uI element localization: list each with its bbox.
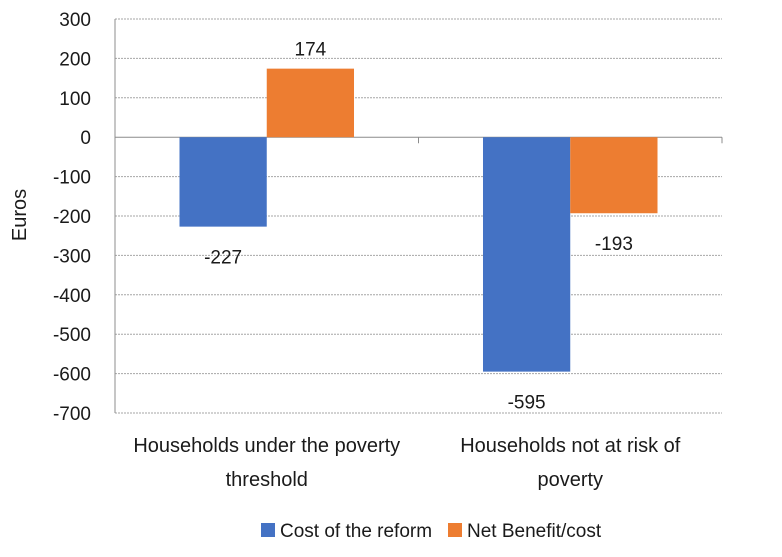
y-tick-label: 200 bbox=[59, 49, 91, 70]
bar bbox=[266, 68, 355, 138]
data-label: -193 bbox=[595, 234, 633, 255]
y-tick-label: 300 bbox=[59, 10, 91, 31]
y-tick-label: -500 bbox=[53, 325, 91, 346]
y-tick-label: -300 bbox=[53, 246, 91, 267]
legend-swatch bbox=[448, 523, 462, 537]
data-labels: -227 -595 174 -193 bbox=[204, 40, 633, 414]
y-tick-label: -600 bbox=[53, 365, 91, 386]
legend: Cost of the reform Net Benefit/cost bbox=[261, 521, 602, 542]
legend-label: Net Benefit/cost bbox=[467, 521, 602, 542]
data-label: -227 bbox=[204, 248, 242, 269]
x-tick-label: threshold bbox=[226, 469, 308, 491]
legend-swatch bbox=[261, 523, 275, 537]
legend-label: Cost of the reform bbox=[280, 521, 432, 542]
data-label: -595 bbox=[508, 393, 546, 414]
bar bbox=[570, 137, 658, 214]
y-tick-label: -700 bbox=[53, 404, 91, 425]
y-tick-label: -100 bbox=[53, 168, 91, 189]
y-tick-label: -200 bbox=[53, 207, 91, 228]
tick-labels: -700 -600 -500 -400 -300 -200 -100 0 100 200 300 Ho… bbox=[53, 10, 681, 491]
bar bbox=[179, 137, 267, 227]
bars bbox=[179, 68, 658, 372]
bar bbox=[482, 137, 571, 372]
y-tick-label: 0 bbox=[80, 128, 91, 149]
y-axis-label: Euros bbox=[9, 189, 31, 241]
y-tick-label: -400 bbox=[53, 286, 91, 307]
x-tick-label: Households under the poverty bbox=[133, 435, 400, 457]
data-label: 174 bbox=[295, 40, 327, 61]
x-tick-label: poverty bbox=[537, 469, 603, 491]
y-tick-label: 100 bbox=[59, 89, 91, 110]
x-tick-label: Households not at risk of bbox=[460, 435, 681, 457]
